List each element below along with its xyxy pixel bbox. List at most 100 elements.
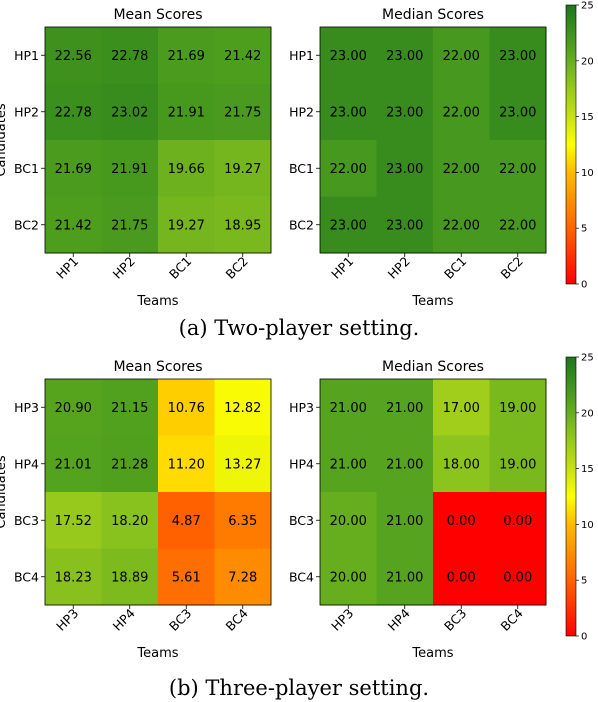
heatmap-cell bbox=[158, 83, 215, 141]
heatmap-cell bbox=[158, 196, 215, 254]
y-tick-label: BC2 bbox=[14, 217, 39, 232]
x-axis-label: Teams bbox=[411, 294, 453, 309]
colorbar-gradient bbox=[565, 4, 577, 285]
x-tick-label: BC4 bbox=[223, 605, 251, 633]
heatmap-title: Median Scores bbox=[382, 7, 484, 23]
cell-label: 12.82 bbox=[224, 401, 261, 416]
cell-label: 22.00 bbox=[443, 49, 480, 64]
x-tick-label: HP2 bbox=[110, 254, 138, 282]
x-axis-label: Teams bbox=[136, 294, 178, 309]
heatmap-cell bbox=[101, 548, 159, 606]
heatmap-cell bbox=[320, 83, 377, 141]
heatmap-cell bbox=[45, 27, 102, 84]
x-axis-label: Teams bbox=[411, 646, 453, 661]
y-tick-label: BC1 bbox=[289, 161, 314, 176]
cell-label: 18.00 bbox=[443, 457, 480, 472]
colorbar-tick-label: 10 bbox=[581, 520, 594, 531]
heatmap-cell bbox=[489, 492, 547, 549]
y-tick-label: HP4 bbox=[14, 456, 39, 471]
cell-label: 19.66 bbox=[168, 162, 205, 177]
cell-label: 7.28 bbox=[228, 570, 257, 585]
cell-label: 22.00 bbox=[443, 105, 480, 120]
heatmap-cell bbox=[376, 548, 434, 606]
y-tick-label: HP4 bbox=[289, 456, 314, 471]
colorbar: 0 5 10 15 20 25 bbox=[565, 1, 594, 291]
cell-label: 6.35 bbox=[228, 514, 257, 529]
y-axis-label: Candidates bbox=[0, 455, 9, 528]
heatmap-cell bbox=[320, 196, 377, 254]
heatmap-cell bbox=[433, 435, 490, 493]
heatmap-title: Median Scores bbox=[382, 359, 484, 375]
heatmap-cell bbox=[214, 27, 272, 84]
y-tick-label: HP3 bbox=[14, 400, 39, 415]
caption-two-player: (a) Two-player setting. bbox=[178, 316, 420, 340]
heatmap-cell bbox=[101, 140, 159, 197]
x-tick-label: BC4 bbox=[498, 605, 526, 633]
cell-label: 21.01 bbox=[55, 457, 92, 472]
heatmap-cell bbox=[214, 196, 272, 254]
cell-label: 22.00 bbox=[499, 218, 536, 233]
heatmap-cell bbox=[214, 492, 272, 549]
cell-label: 13.27 bbox=[224, 457, 261, 472]
y-tick-label: HP2 bbox=[289, 104, 314, 119]
cell-label: 21.00 bbox=[330, 401, 367, 416]
heatmap-cell bbox=[489, 140, 547, 197]
cell-label: 23.00 bbox=[499, 105, 536, 120]
cell-label: 21.00 bbox=[386, 401, 423, 416]
x-tick-label: BC1 bbox=[441, 254, 469, 282]
cell-label: 23.00 bbox=[499, 49, 536, 64]
heatmap-cell bbox=[101, 27, 159, 84]
heatmap-cell bbox=[45, 140, 102, 197]
cell-label: 0.00 bbox=[503, 514, 532, 529]
cell-label: 23.00 bbox=[386, 162, 423, 177]
heatmap-cell bbox=[489, 548, 547, 606]
heatmap-cell bbox=[45, 379, 102, 436]
cell-label: 0.00 bbox=[447, 570, 476, 585]
heatmap-cell bbox=[214, 435, 272, 493]
cell-label: 22.00 bbox=[443, 218, 480, 233]
heatmap-cell bbox=[101, 379, 159, 436]
cell-label: 23.00 bbox=[386, 218, 423, 233]
heatmap-cell bbox=[158, 27, 215, 84]
y-tick-label: BC2 bbox=[289, 217, 314, 232]
heatmap-cell bbox=[376, 379, 434, 436]
colorbar-tick-label: 0 bbox=[581, 280, 587, 291]
x-tick-label: HP1 bbox=[328, 254, 356, 282]
heatmap-cell bbox=[101, 196, 159, 254]
colorbar: 0 5 10 15 20 25 bbox=[565, 353, 594, 643]
heatmap-cell bbox=[214, 140, 272, 197]
cell-label: 22.00 bbox=[443, 162, 480, 177]
y-tick-label: BC4 bbox=[289, 569, 314, 584]
y-axis-label: Candidates bbox=[0, 103, 9, 176]
cell-label: 21.69 bbox=[55, 162, 92, 177]
heatmap-cell bbox=[158, 379, 215, 436]
cell-label: 23.00 bbox=[330, 218, 367, 233]
heatmap-cell bbox=[101, 83, 159, 141]
heatmap-cell bbox=[101, 435, 159, 493]
cell-label: 18.23 bbox=[55, 570, 92, 585]
heatmap-cell bbox=[489, 196, 547, 254]
x-tick-label: BC1 bbox=[166, 254, 194, 282]
heatmap-cell bbox=[376, 435, 434, 493]
heatmap-cell bbox=[433, 27, 490, 84]
cell-label: 20.00 bbox=[330, 514, 367, 529]
heatmap-frame bbox=[44, 378, 272, 606]
x-tick-label: BC3 bbox=[166, 606, 194, 634]
heatmap-cell bbox=[376, 140, 434, 197]
heatmap-cell bbox=[320, 379, 377, 436]
cell-label: 19.27 bbox=[168, 218, 205, 233]
cell-label: 20.90 bbox=[55, 401, 92, 416]
cell-label: 5.61 bbox=[172, 570, 201, 585]
cell-label: 21.15 bbox=[111, 401, 148, 416]
heatmap-frame bbox=[319, 378, 547, 606]
colorbar-tick-label: 15 bbox=[581, 112, 594, 123]
heatmap-cell bbox=[45, 492, 102, 549]
cell-label: 23.00 bbox=[330, 49, 367, 64]
cell-label: 21.42 bbox=[224, 49, 261, 64]
x-tick-label: BC2 bbox=[498, 254, 526, 282]
cell-label: 21.00 bbox=[386, 457, 423, 472]
cell-label: 22.78 bbox=[111, 49, 148, 64]
x-tick-label: HP2 bbox=[385, 254, 413, 282]
heatmap-chart_data-0: Mean Scores 22.56 22.78 21.69 21.42 22.78 23.0… bbox=[0, 7, 272, 309]
heatmap-cell bbox=[320, 435, 377, 493]
